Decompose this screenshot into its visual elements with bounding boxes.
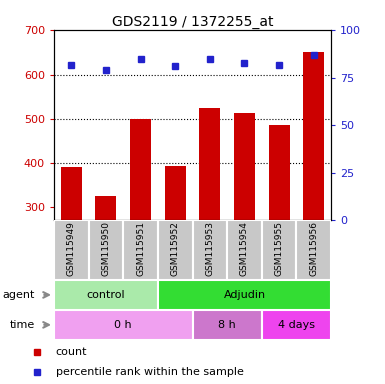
- Text: 8 h: 8 h: [218, 320, 236, 330]
- Bar: [262, 310, 331, 340]
- Text: GSM115952: GSM115952: [171, 222, 180, 276]
- Bar: [54, 310, 192, 340]
- Bar: [130, 119, 151, 220]
- Text: GSM115954: GSM115954: [240, 222, 249, 276]
- Text: GSM115953: GSM115953: [205, 222, 214, 276]
- Text: GSM115951: GSM115951: [136, 222, 145, 276]
- Bar: [269, 125, 290, 220]
- Text: 4 days: 4 days: [278, 320, 315, 330]
- Bar: [227, 220, 262, 280]
- Text: time: time: [9, 320, 35, 330]
- Bar: [234, 113, 255, 220]
- Bar: [262, 220, 296, 280]
- Bar: [192, 310, 262, 340]
- Bar: [89, 220, 123, 280]
- Text: count: count: [56, 347, 87, 357]
- Bar: [199, 108, 220, 220]
- Text: GSM115955: GSM115955: [275, 222, 284, 276]
- Bar: [158, 220, 192, 280]
- Text: Adjudin: Adjudin: [223, 290, 266, 300]
- Bar: [192, 220, 227, 280]
- Bar: [165, 167, 186, 220]
- Text: control: control: [87, 290, 125, 300]
- Text: GSM115956: GSM115956: [309, 222, 318, 276]
- Text: percentile rank within the sample: percentile rank within the sample: [56, 367, 244, 377]
- Bar: [158, 280, 331, 310]
- Bar: [54, 280, 158, 310]
- Title: GDS2119 / 1372255_at: GDS2119 / 1372255_at: [112, 15, 273, 29]
- Bar: [95, 196, 116, 220]
- Bar: [303, 53, 324, 220]
- Text: 0 h: 0 h: [114, 320, 132, 330]
- Bar: [123, 220, 158, 280]
- Text: agent: agent: [2, 290, 35, 300]
- Bar: [54, 220, 89, 280]
- Bar: [61, 167, 82, 220]
- Bar: [296, 220, 331, 280]
- Text: GSM115949: GSM115949: [67, 222, 76, 276]
- Text: GSM115950: GSM115950: [101, 222, 110, 276]
